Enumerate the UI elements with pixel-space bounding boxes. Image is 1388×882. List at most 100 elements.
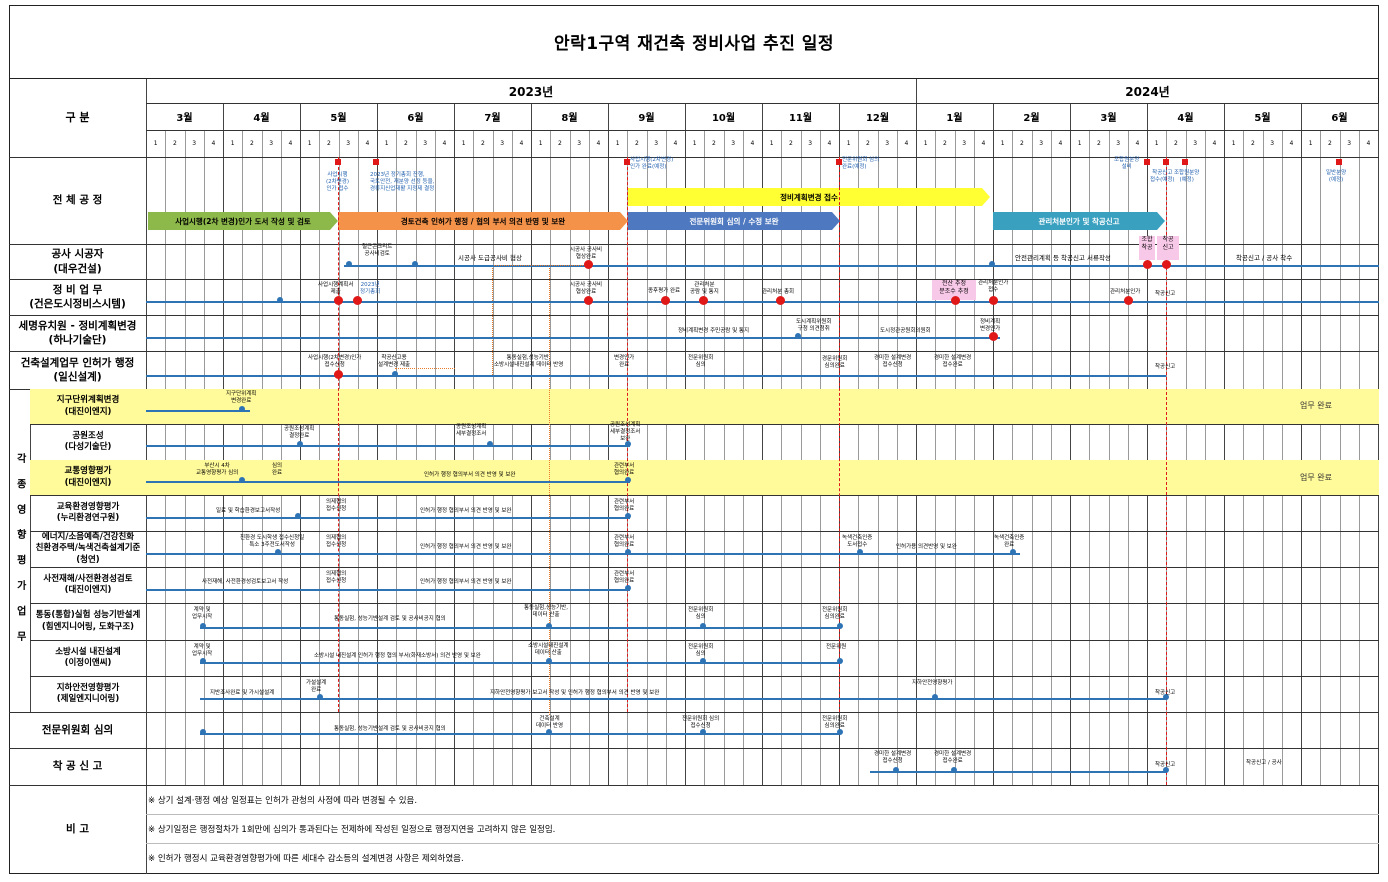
week-label: 3 (500, 140, 505, 147)
week-divider (858, 130, 860, 785)
header-line (146, 130, 1379, 131)
timeline-dot (989, 261, 995, 267)
week-label: 4 (1212, 140, 1217, 147)
ann-c1: 철근콘크리트 공사비검토 (362, 244, 393, 257)
week-label: 4 (827, 140, 832, 147)
week-divider (1127, 130, 1129, 785)
week-divider (203, 130, 205, 785)
row-label-start-report: 착 공 신 고 (52, 760, 103, 773)
marker-general-meeting (373, 159, 379, 165)
week-label: 4 (1366, 140, 1371, 147)
ann-w2: 건축설계 데이터 반영 (536, 716, 564, 729)
week-divider (1108, 130, 1110, 785)
timeline-bar (146, 375, 1166, 377)
month-label: 6월 (407, 113, 424, 124)
sub-row-line (30, 640, 1379, 641)
week-label: 1 (1308, 140, 1313, 147)
orange-guide-aug (549, 265, 550, 715)
timeline-dot (200, 623, 206, 629)
month-label: 11월 (788, 113, 813, 124)
week-label: 3 (192, 140, 197, 147)
timeline-dot (1010, 549, 1016, 555)
ann-e4: 관련부서 협의완료 (614, 499, 635, 512)
week-divider (165, 130, 167, 785)
week-divider (819, 130, 821, 785)
ann-d3: 인허가 행정 협의부서 의견 반영 및 보완 (420, 579, 512, 585)
week-label: 3 (885, 140, 890, 147)
timeline-dot (200, 729, 206, 735)
week-label: 2 (634, 140, 639, 147)
ann-p5: 전문위원회 심의완료 (822, 607, 848, 620)
timeline-dot (1163, 767, 1169, 773)
week-label: 3 (808, 140, 813, 147)
ann-f4: 전문위원회 심의 (688, 644, 714, 657)
ann-c3: 시공사 공사비 협상완료 (570, 247, 603, 260)
week-label: 3 (1116, 140, 1121, 147)
ann-d2: 의제협의 접수신청 (326, 571, 347, 584)
week-label: 4 (442, 140, 447, 147)
week-label: 2 (1019, 140, 1024, 147)
timeline-bar (870, 771, 1166, 773)
week-divider (1012, 130, 1014, 785)
ann-m6: 관리처분 총회 (762, 289, 795, 295)
sub-row-line (30, 495, 1379, 496)
arrow-committee-review: 전문위원회 심의 / 수정 보완 (628, 212, 840, 230)
week-divider (896, 130, 898, 785)
month-label: 2월 (1023, 113, 1040, 124)
week-label: 2 (1096, 140, 1101, 147)
week-divider (1185, 130, 1187, 785)
month-divider (1147, 103, 1148, 785)
dot-r1 (333, 370, 343, 379)
timeline-dot (317, 694, 323, 700)
row-line (9, 712, 1379, 713)
timeline-bar (146, 301, 1379, 303)
month-divider (993, 103, 994, 785)
ann-c6: 조합 착공 (1139, 236, 1155, 260)
ann-w3: 전문위원회 심의 접수신청 (682, 716, 720, 729)
ann-f3: 소방시설내진설계 데이터 산출 (528, 643, 569, 656)
week-divider (184, 130, 186, 785)
week-label: 4 (1289, 140, 1294, 147)
timeline-bar (146, 553, 1020, 555)
ann-c2: 시공사 도급공사비 협상 (458, 254, 522, 262)
ann-p4: 전문위원회 심의 (688, 607, 714, 620)
timeline-bar (146, 337, 1000, 339)
week-label: 2 (1250, 140, 1255, 147)
timeline-dotted (494, 265, 589, 266)
week-label: 1 (769, 140, 774, 147)
week-divider (1089, 130, 1091, 785)
timeline-dot (546, 658, 552, 664)
ann-t4: 정비계획 변경인가 (980, 319, 1001, 332)
week-label: 2 (1327, 140, 1332, 147)
week-label: 1 (923, 140, 928, 147)
sub-row-line (30, 676, 1379, 677)
week-label: 1 (538, 140, 543, 147)
ann-u2: 가설설계 완료 (306, 680, 327, 693)
ann-w1: 통동실험, 성능기반설계 검토 및 공사비공지 협의 (334, 726, 446, 732)
week-divider (1358, 130, 1360, 785)
week-divider (434, 130, 436, 785)
timeline-dot (546, 623, 552, 629)
month-divider (608, 103, 609, 785)
month-label: 4월 (1177, 113, 1194, 124)
year-divider (916, 79, 917, 103)
ann-r9: 착공신고 (1155, 364, 1176, 370)
week-divider (396, 130, 398, 785)
ann-m9: 관리처분인가 (1110, 289, 1141, 295)
marker-member-sale-2 (1182, 159, 1188, 165)
sub-row-label: 교육환경영향평가 (누리환경연구원) (56, 501, 120, 523)
week-label: 2 (711, 140, 716, 147)
ann-r2: 착공신고용 설계변경 제출 (378, 355, 411, 368)
week-label: 3 (1270, 140, 1275, 147)
note-line (146, 843, 1379, 844)
timeline-dot (625, 477, 631, 483)
week-label: 3 (577, 140, 582, 147)
timeline-bar (146, 517, 630, 519)
week-label: 1 (461, 140, 466, 147)
sub-row-label: 공원조성 (다성기술단) (64, 430, 112, 452)
side-divider (30, 389, 31, 712)
timeline-dot (700, 623, 706, 629)
ann-f2: 소방시설 내진설계 인허가 행정 협의 부서(화재소방서) 의견 반영 및 보완 (314, 653, 481, 659)
header-line (146, 103, 1379, 104)
sub-row-label: 소방시설 내진설계 (이정이앤씨) (55, 646, 121, 668)
